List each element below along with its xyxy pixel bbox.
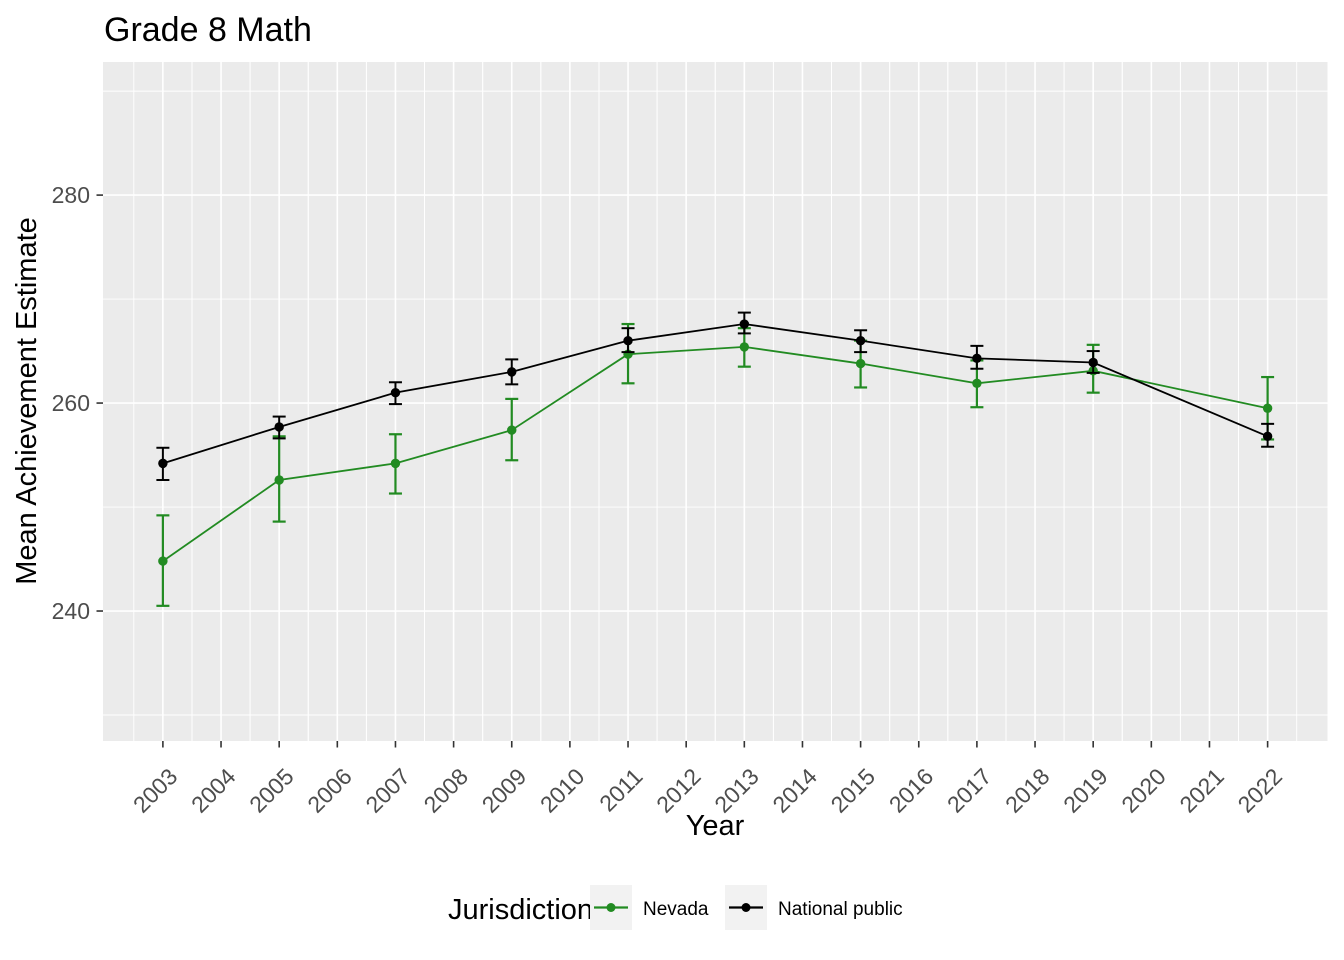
- data-point: [972, 378, 982, 389]
- legend-label-nevada: Nevada: [643, 899, 709, 920]
- data-point: [507, 367, 517, 377]
- legend-title: Jurisdiction: [448, 894, 593, 926]
- data-point: [855, 358, 866, 369]
- data-point: [274, 475, 284, 485]
- x-tick-label: 2010: [535, 763, 590, 818]
- y-tick-label: 240: [52, 598, 90, 624]
- data-point: [1262, 431, 1273, 442]
- legend-glyph-point: [741, 903, 751, 912]
- data-point: [507, 425, 517, 435]
- legend-label-national-public: National public: [778, 899, 903, 920]
- series-line: [162, 346, 1268, 562]
- data-point: [390, 458, 401, 469]
- data-series-layer: [156, 311, 1275, 607]
- series-national-public: [156, 311, 1275, 482]
- x-tick-label: 2017: [942, 763, 997, 818]
- data-point: [158, 458, 168, 469]
- grid-major-lines: [103, 62, 1328, 741]
- axis-tick-marks: [96, 194, 1269, 748]
- y-tick-label: 260: [52, 390, 90, 416]
- legend-glyph-point: [606, 903, 616, 912]
- x-tick-label: 2018: [1000, 763, 1055, 818]
- x-tick-label: 2008: [419, 763, 474, 818]
- x-tick-label: 2021: [1174, 763, 1229, 818]
- data-point: [158, 556, 168, 566]
- x-tick-label: 2011: [594, 763, 647, 816]
- x-tick-label: 2019: [1058, 763, 1113, 818]
- data-point: [739, 319, 750, 329]
- x-tick-label: 2022: [1233, 763, 1288, 818]
- y-tick-label: 280: [52, 182, 90, 208]
- chart-title: Grade 8 Math: [104, 11, 312, 49]
- x-tick-label: 2016: [884, 763, 939, 818]
- x-tick-label: 2006: [302, 763, 357, 818]
- grid-minor-lines: [103, 62, 1328, 741]
- x-tick-label: 2003: [128, 763, 183, 818]
- x-tick-label: 2005: [244, 763, 299, 818]
- data-point: [274, 422, 284, 432]
- x-tick-label: 2004: [186, 763, 241, 818]
- data-point: [739, 342, 750, 352]
- data-point: [1088, 357, 1098, 368]
- x-axis-title: Year: [686, 810, 745, 842]
- series-line: [162, 323, 1268, 465]
- legend: Jurisdiction Nevada National public: [448, 885, 903, 930]
- data-point: [623, 335, 633, 346]
- data-point: [1262, 403, 1273, 413]
- x-tick-label: 2014: [767, 763, 822, 818]
- x-tick-label: 2015: [826, 763, 881, 818]
- x-tick-label: 2020: [1116, 763, 1171, 818]
- y-axis-title: Mean Achievement Estimate: [11, 217, 43, 585]
- legend-national-public-line-point-glyph: [729, 903, 763, 912]
- y-axis-tick-labels: 240 260 280: [52, 182, 90, 624]
- x-tick-label: 2009: [477, 763, 532, 818]
- data-point: [390, 387, 401, 398]
- legend-nevada-line-point-glyph: [594, 903, 628, 912]
- x-tick-label: 2007: [360, 763, 415, 818]
- data-point: [855, 335, 866, 346]
- data-point: [972, 353, 982, 364]
